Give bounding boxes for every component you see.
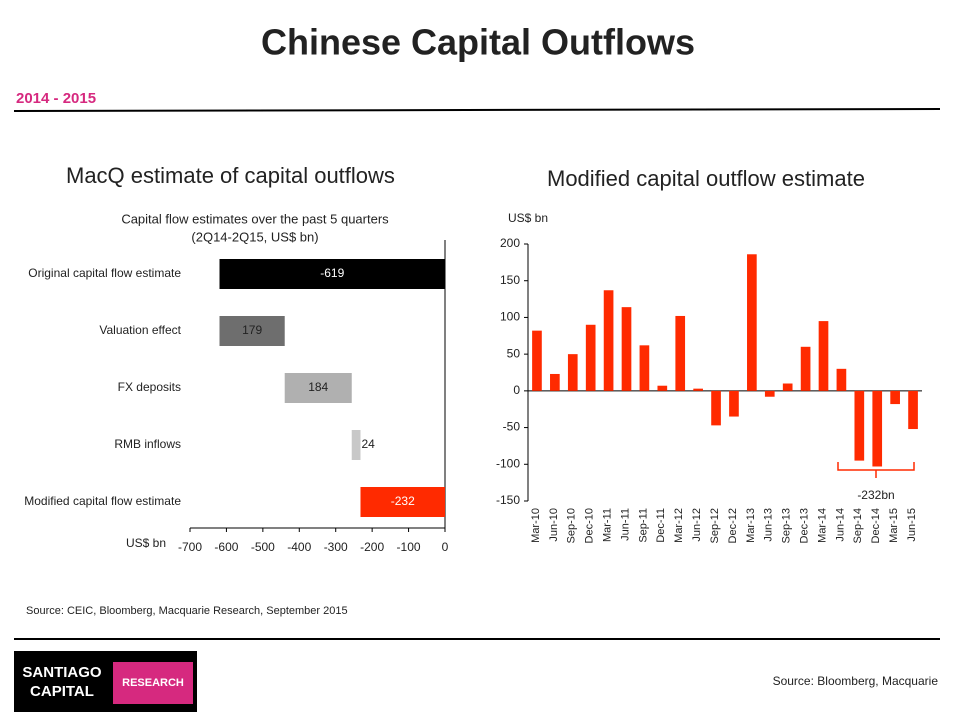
chart-title: MacQ estimate of capital outflows <box>66 163 395 188</box>
bar <box>585 324 596 391</box>
x-tick-label: -300 <box>324 540 348 554</box>
bar <box>836 368 847 391</box>
x-tick-label: -700 <box>178 540 202 554</box>
value-label: 184 <box>308 380 328 394</box>
bar <box>872 390 883 467</box>
x-tick-label: Dec-12 <box>727 508 739 543</box>
y-tick-label: -100 <box>496 456 520 470</box>
value-label: -619 <box>320 266 344 280</box>
slide-subtitle: 2014 - 2015 <box>16 90 96 107</box>
x-tick-label: Jun-14 <box>834 508 846 542</box>
bar <box>908 390 918 430</box>
y-tick-label: -150 <box>496 493 520 507</box>
bar <box>800 346 811 391</box>
category-label: Valuation effect <box>99 323 181 337</box>
bar <box>219 316 285 346</box>
chart-subtitle: Capital flow estimates over the past 5 q… <box>121 211 389 226</box>
bar <box>621 307 632 391</box>
slide-title: Chinese Capital Outflows <box>261 22 695 63</box>
y-tick-label: 0 <box>513 383 520 397</box>
bar <box>603 290 614 391</box>
value-label: -232 <box>391 494 415 508</box>
bar <box>854 390 865 461</box>
bar <box>219 259 445 289</box>
x-tick-label: Dec-10 <box>584 508 596 543</box>
bar <box>351 430 361 460</box>
x-tick-label: Mar-12 <box>673 508 685 543</box>
x-tick-label: Jun-11 <box>619 508 631 541</box>
x-tick-label: Mar-14 <box>816 508 828 543</box>
bar <box>747 254 757 391</box>
x-tick-label: Mar-15 <box>888 508 900 543</box>
bar <box>818 321 829 391</box>
bar <box>693 388 703 391</box>
category-label: FX deposits <box>118 380 181 394</box>
x-tick-label: Sep-12 <box>709 508 721 543</box>
x-tick-label: Mar-11 <box>601 508 613 542</box>
logo-text: CAPITAL <box>30 683 94 700</box>
x-tick-label: Sep-14 <box>852 508 864 543</box>
bar <box>567 354 578 391</box>
x-tick-label: 0 <box>442 540 449 554</box>
header-rule <box>13 108 941 112</box>
bar <box>532 330 542 391</box>
bar <box>729 390 739 417</box>
bar <box>284 373 352 403</box>
x-tick-label: Dec-13 <box>798 508 810 543</box>
value-label: 179 <box>242 323 262 337</box>
chart-source: Source: CEIC, Bloomberg, Macquarie Resea… <box>26 605 348 617</box>
bar <box>360 487 445 517</box>
x-tick-label: Sep-10 <box>566 508 578 543</box>
x-tick-label: -600 <box>214 540 238 554</box>
x-tick-label: Jun-10 <box>548 508 560 542</box>
x-tick-label: -100 <box>397 540 421 554</box>
x-tick-label: Dec-11 <box>655 508 667 543</box>
x-tick-label: Dec-14 <box>870 508 882 543</box>
y-tick-label: -50 <box>503 420 521 434</box>
x-tick-label: -400 <box>287 540 311 554</box>
bar <box>657 385 668 391</box>
bar <box>711 390 721 426</box>
bar <box>890 390 900 405</box>
x-tick-label: Mar-13 <box>745 508 757 543</box>
logo-badge-text: RESEARCH <box>122 677 184 689</box>
annotation-bracket <box>837 462 915 478</box>
footer-source: Source: Bloomberg, Macquarie <box>773 674 939 688</box>
bar <box>782 383 793 391</box>
y-tick-label: 100 <box>500 310 520 324</box>
annotation: -232bn <box>857 488 894 502</box>
logo-badge <box>113 662 193 704</box>
x-tick-label: Mar-10 <box>530 508 542 543</box>
y-tick-label: 200 <box>500 236 520 250</box>
bar <box>675 315 686 391</box>
chart-title: Modified capital outflow estimate <box>547 166 865 191</box>
x-tick-label: Sep-13 <box>781 508 793 543</box>
y-axis-label: US$ bn <box>508 211 548 225</box>
bar <box>639 345 650 391</box>
bar <box>550 373 560 391</box>
value-label: 24 <box>361 437 375 451</box>
logo-text: SANTIAGO <box>22 664 102 681</box>
x-tick-label: Jun-13 <box>763 508 775 542</box>
x-tick-label: -500 <box>251 540 275 554</box>
category-label: Modified capital flow estimate <box>24 494 181 508</box>
y-tick-label: 150 <box>500 273 520 287</box>
x-tick-label: Jun-12 <box>691 508 703 542</box>
category-label: RMB inflows <box>114 437 181 451</box>
chart-subtitle: (2Q14-2Q15, US$ bn) <box>191 229 318 244</box>
x-axis-label: US$ bn <box>126 536 166 550</box>
x-tick-label: Jun-15 <box>906 508 918 542</box>
y-tick-label: 50 <box>507 346 521 360</box>
category-label: Original capital flow estimate <box>28 266 181 280</box>
x-tick-label: Sep-11 <box>637 508 649 543</box>
x-tick-label: -200 <box>360 540 384 554</box>
bar <box>764 390 775 397</box>
